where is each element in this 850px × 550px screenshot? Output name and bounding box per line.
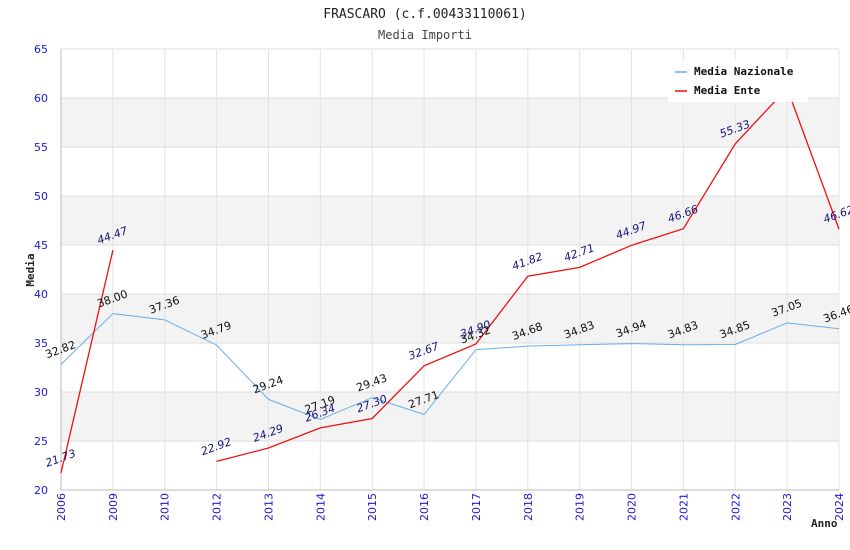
series-line-media-nazionale <box>60 313 840 421</box>
chart-subtitle: Media Importi <box>378 28 472 42</box>
x-tick-label: 2017 <box>470 493 483 521</box>
x-tick-label: 2013 <box>262 493 275 521</box>
y-tick-label: 35 <box>34 337 48 350</box>
x-axis-label: Anno <box>811 517 838 530</box>
x-tick-label: 2021 <box>677 493 690 521</box>
grid-band <box>61 294 839 343</box>
grid-band <box>61 245 839 294</box>
x-axis-ticks: 2006 2009 2010 2012 2013 2014 2015 2016 2017 2018… <box>55 493 846 521</box>
x-tick-label: 2022 <box>729 493 742 521</box>
y-tick-label: 50 <box>34 190 48 203</box>
y-axis-label: Media <box>24 253 37 286</box>
series-line-media-ente <box>60 250 114 474</box>
y-tick-label: 60 <box>34 92 48 105</box>
grid-band <box>61 441 839 490</box>
series-lines <box>60 86 840 474</box>
legend: Media Nazionale Media Ente <box>668 60 808 102</box>
legend-item-media-nazionale: Media Nazionale <box>694 65 794 78</box>
x-tick-label: 2010 <box>159 493 172 521</box>
y-tick-label: 25 <box>34 435 48 448</box>
x-tick-label: 2006 <box>55 493 68 521</box>
grid-band <box>61 147 839 196</box>
grid-band <box>61 98 839 147</box>
grid-band <box>61 392 839 441</box>
legend-box <box>668 60 808 102</box>
x-tick-label: 2016 <box>418 493 431 521</box>
y-axis-ticks: 20 25 30 35 40 45 50 55 60 65 <box>34 43 48 497</box>
y-tick-label: 40 <box>34 288 48 301</box>
x-tick-label: 2023 <box>781 493 794 521</box>
legend-item-media-ente: Media Ente <box>694 84 761 97</box>
y-tick-label: 65 <box>34 43 48 56</box>
grid-bands <box>61 49 839 490</box>
y-tick-label: 45 <box>34 239 48 252</box>
x-tick-label: 2019 <box>574 493 587 521</box>
x-tick-label: 2009 <box>107 493 120 521</box>
grid-band <box>61 343 839 392</box>
x-tick-label: 2014 <box>314 493 327 521</box>
x-tick-label: 2018 <box>522 493 535 521</box>
y-tick-label: 20 <box>34 484 48 497</box>
x-tick-label: 2012 <box>211 493 224 521</box>
y-tick-label: 30 <box>34 386 48 399</box>
chart-title: FRASCARO (c.f.00433110061) <box>323 7 527 22</box>
series-line-media-ente <box>216 86 840 463</box>
y-tick-label: 55 <box>34 141 48 154</box>
grid-lines <box>60 48 840 491</box>
x-tick-label: 2015 <box>366 493 379 521</box>
x-tick-label: 2024 <box>833 493 846 521</box>
grid-band <box>61 196 839 245</box>
x-tick-label: 2020 <box>626 493 639 521</box>
